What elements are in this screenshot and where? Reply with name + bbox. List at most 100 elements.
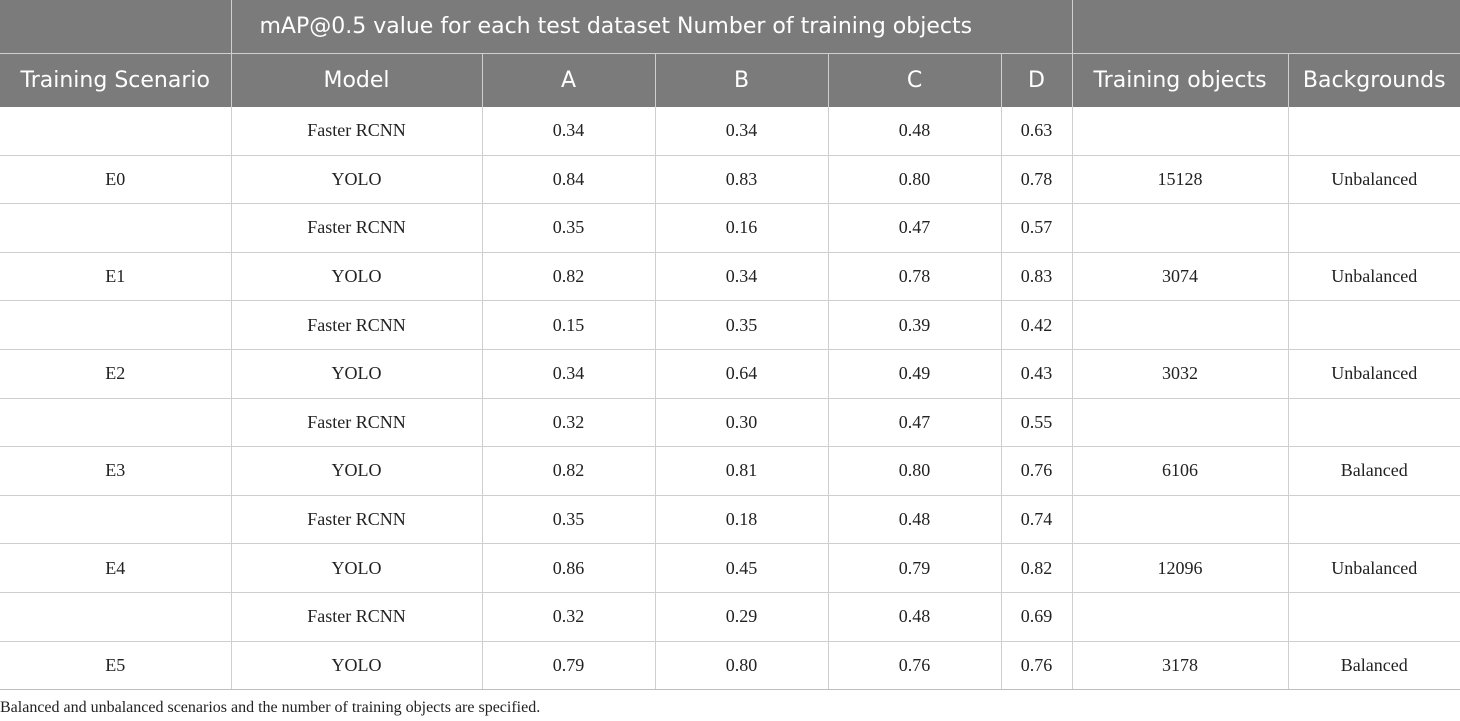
model-cell: YOLO [230,349,482,399]
c-value-cell: 0.47 [827,203,1001,253]
a-value-cell: 0.32 [481,592,655,642]
table-row: Faster RCNN 0.35 0.16 0.47 0.57 [0,203,1460,253]
backgrounds-cell: Balanced [1287,446,1460,496]
a-value-cell: 0.35 [481,495,655,545]
b-value-cell: 0.35 [654,300,828,350]
c-value-cell: 0.49 [827,349,1001,399]
table-row: E2 YOLO 0.34 0.64 0.49 0.43 3032 Unbalanced [0,349,1460,399]
c-value-cell: 0.39 [827,300,1001,350]
backgrounds-cell [1287,495,1460,545]
b-value-cell: 0.83 [654,155,828,205]
backgrounds-cell: Unbalanced [1287,155,1460,205]
training-objects-cell [1071,495,1288,545]
d-value-cell: 0.82 [1000,543,1072,593]
column-header-training-scenario: Training Scenario [0,53,231,107]
d-value-cell: 0.76 [1000,446,1072,496]
column-header-b: B [654,53,828,107]
a-value-cell: 0.34 [481,349,655,399]
group-header-cell: mAP@0.5 value for each test dataset Numb… [230,0,1072,54]
scenario-cell [0,300,231,350]
model-cell: Faster RCNN [230,203,482,253]
table-row: Faster RCNN 0.34 0.34 0.48 0.63 [0,107,1460,156]
b-value-cell: 0.16 [654,203,828,253]
d-value-cell: 0.63 [1000,107,1072,156]
scenario-cell: E3 [0,446,231,496]
table-row: E3 YOLO 0.82 0.81 0.80 0.76 6106 Balanced [0,446,1460,496]
training-objects-cell: 6106 [1071,446,1288,496]
training-objects-cell [1071,300,1288,350]
training-objects-cell: 3178 [1071,641,1288,691]
model-cell: Faster RCNN [230,592,482,642]
table-row: E1 YOLO 0.82 0.34 0.78 0.83 3074 Unbalanced [0,252,1460,302]
column-header-model: Model [230,53,482,107]
b-value-cell: 0.18 [654,495,828,545]
b-value-cell: 0.80 [654,641,828,691]
b-value-cell: 0.64 [654,349,828,399]
backgrounds-cell: Unbalanced [1287,543,1460,593]
a-value-cell: 0.35 [481,203,655,253]
scenario-cell [0,203,231,253]
d-value-cell: 0.76 [1000,641,1072,691]
group-header-row: mAP@0.5 value for each test dataset Numb… [0,0,1460,54]
column-header-training-objects: Training objects [1071,53,1288,107]
c-value-cell: 0.78 [827,252,1001,302]
training-objects-cell [1071,398,1288,448]
training-objects-cell [1071,592,1288,642]
d-value-cell: 0.43 [1000,349,1072,399]
model-cell: Faster RCNN [230,107,482,156]
scenario-cell: E0 [0,155,231,205]
results-table: mAP@0.5 value for each test dataset Numb… [0,0,1460,691]
d-value-cell: 0.57 [1000,203,1072,253]
scenario-cell: E5 [0,641,231,691]
column-header-a: A [481,53,655,107]
b-value-cell: 0.81 [654,446,828,496]
model-cell: Faster RCNN [230,300,482,350]
d-value-cell: 0.83 [1000,252,1072,302]
c-value-cell: 0.80 [827,155,1001,205]
model-cell: YOLO [230,446,482,496]
d-value-cell: 0.42 [1000,300,1072,350]
c-value-cell: 0.76 [827,641,1001,691]
d-value-cell: 0.69 [1000,592,1072,642]
scenario-cell [0,495,231,545]
table-caption: Balanced and unbalanced scenarios and th… [0,699,541,716]
backgrounds-cell: Unbalanced [1287,252,1460,302]
model-cell: Faster RCNN [230,398,482,448]
column-header-backgrounds: Backgrounds [1287,53,1460,107]
table-row: E0 YOLO 0.84 0.83 0.80 0.78 15128 Unbalanced [0,155,1460,205]
a-value-cell: 0.34 [481,107,655,156]
c-value-cell: 0.47 [827,398,1001,448]
b-value-cell: 0.29 [654,592,828,642]
backgrounds-cell [1287,300,1460,350]
training-objects-cell: 3032 [1071,349,1288,399]
model-cell: Faster RCNN [230,495,482,545]
training-objects-cell: 3074 [1071,252,1288,302]
c-value-cell: 0.80 [827,446,1001,496]
model-cell: YOLO [230,543,482,593]
scenario-cell: E4 [0,543,231,593]
a-value-cell: 0.32 [481,398,655,448]
backgrounds-cell: Balanced [1287,641,1460,691]
training-objects-cell: 15128 [1071,155,1288,205]
scenario-cell [0,592,231,642]
c-value-cell: 0.48 [827,107,1001,156]
table-row: Faster RCNN 0.32 0.30 0.47 0.55 [0,398,1460,448]
a-value-cell: 0.15 [481,300,655,350]
header-blank-cell [0,0,231,54]
backgrounds-cell [1287,398,1460,448]
training-objects-cell [1071,107,1288,156]
table-row: Faster RCNN 0.35 0.18 0.48 0.74 [0,495,1460,545]
d-value-cell: 0.78 [1000,155,1072,205]
d-value-cell: 0.74 [1000,495,1072,545]
a-value-cell: 0.82 [481,252,655,302]
header-blank-cell [1071,0,1460,54]
table-row: Faster RCNN 0.32 0.29 0.48 0.69 [0,592,1460,642]
training-objects-cell: 12096 [1071,543,1288,593]
b-value-cell: 0.34 [654,107,828,156]
c-value-cell: 0.48 [827,592,1001,642]
a-value-cell: 0.79 [481,641,655,691]
column-header-row: Training Scenario Model A B C D Training… [0,53,1460,107]
table-row: Faster RCNN 0.15 0.35 0.39 0.42 [0,300,1460,350]
scenario-cell: E2 [0,349,231,399]
table-body: Faster RCNN 0.34 0.34 0.48 0.63 E0 YOLO 0.84 0.8… [0,107,1460,691]
